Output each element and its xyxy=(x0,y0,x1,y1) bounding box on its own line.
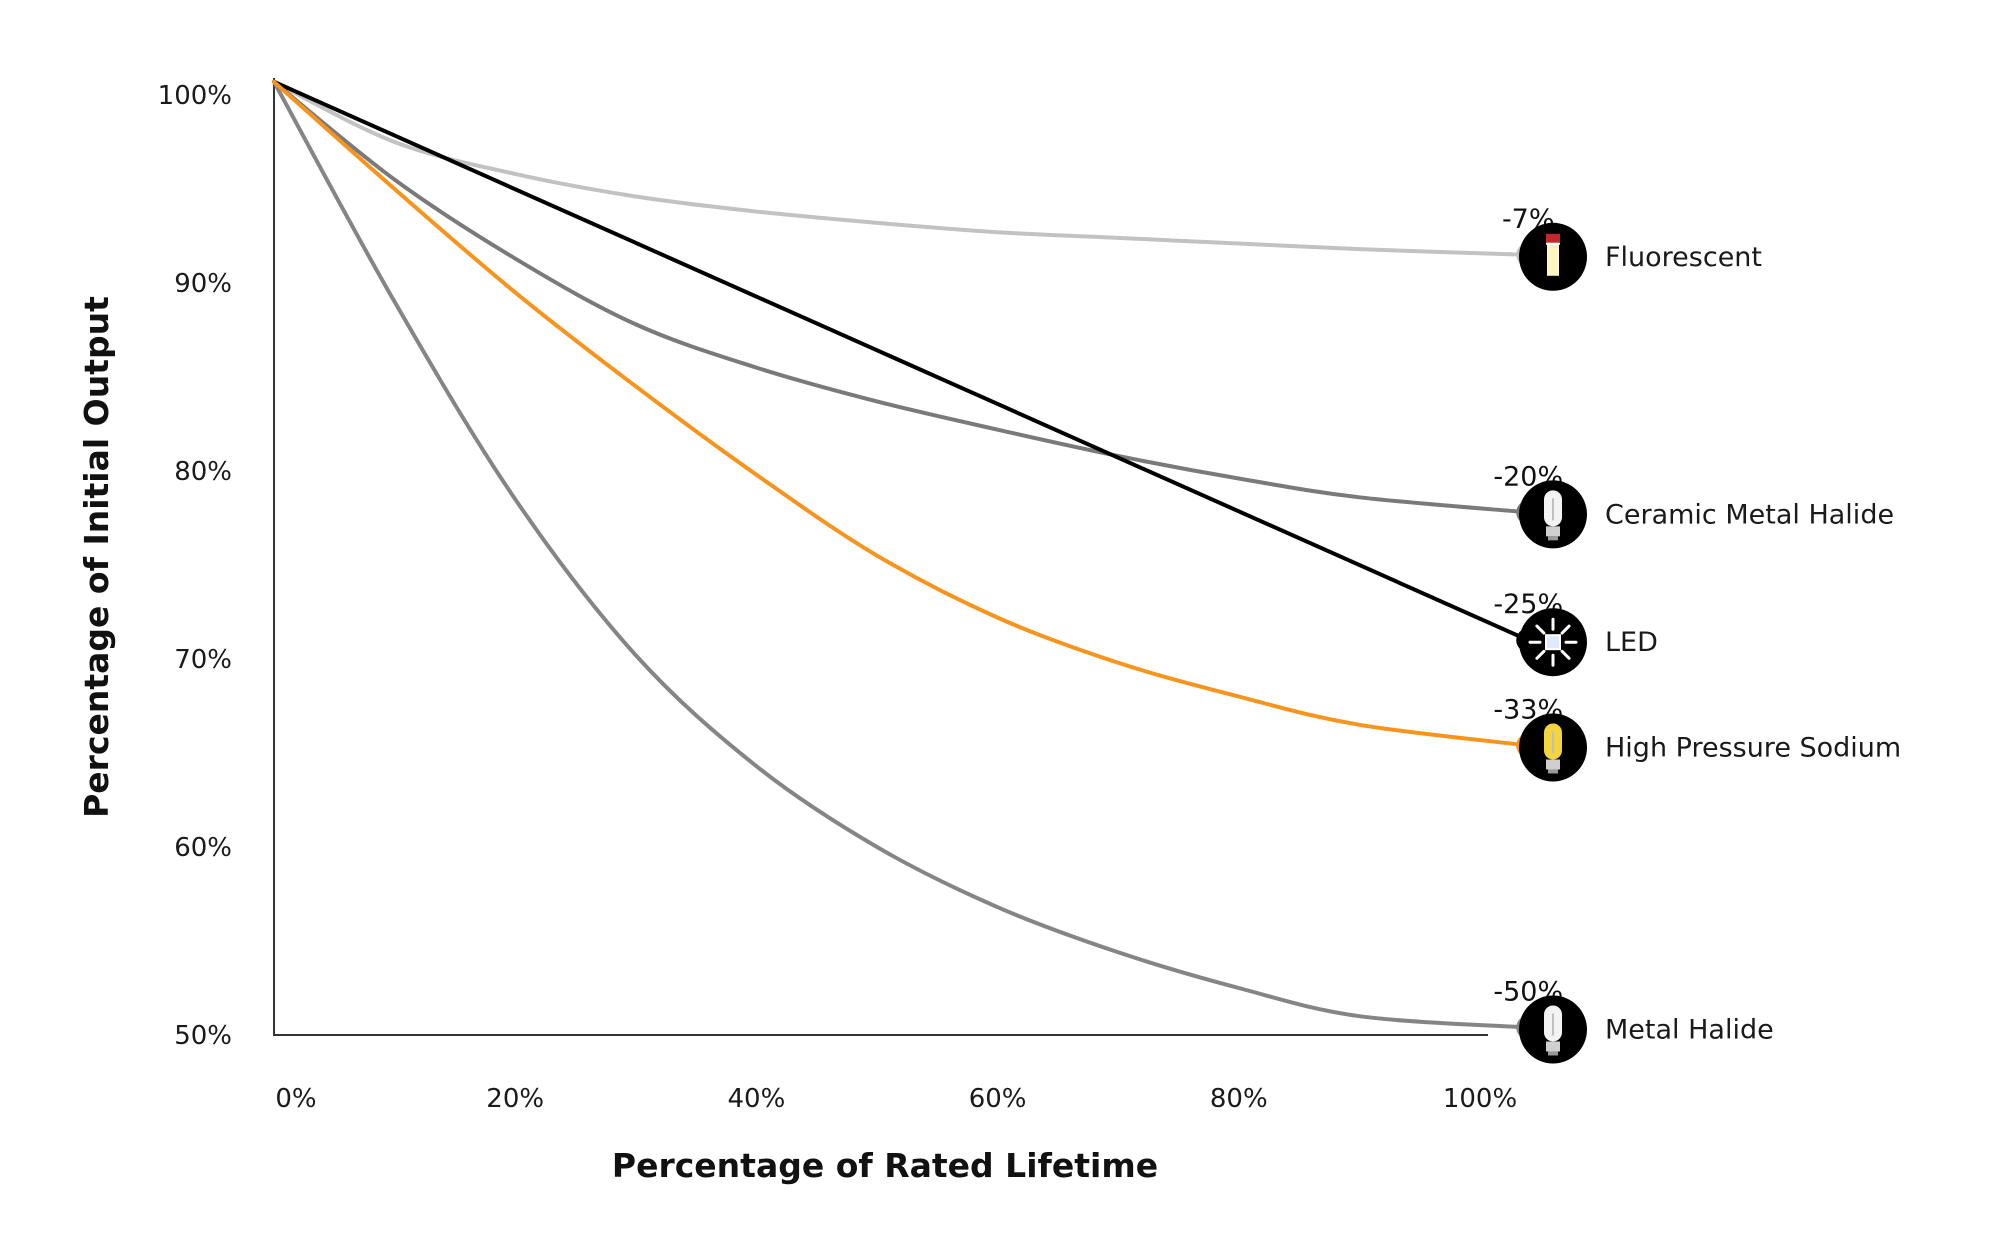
metal-halide-lamp-icon xyxy=(1519,995,1587,1064)
axes xyxy=(273,78,1488,1036)
x-tick-label: 20% xyxy=(486,1084,544,1114)
y-axis-title: Percentage of Initial Output xyxy=(77,296,116,818)
series-end-metal-halide: -50%Metal Halide xyxy=(1493,976,1774,1064)
series-lines xyxy=(272,79,1531,1030)
y-tick-label: 100% xyxy=(158,81,232,111)
series-label: Ceramic Metal Halide xyxy=(1605,499,1894,530)
series-label: Metal Halide xyxy=(1605,1014,1774,1045)
y-tick-labels: 100% 90% 80% 70% 60% 50% xyxy=(158,81,232,1051)
x-tick-label: 0% xyxy=(275,1084,316,1114)
series-end-led: -25%LED xyxy=(1493,589,1658,677)
fluorescent-lamp-icon xyxy=(1519,222,1587,291)
series-label: LED xyxy=(1605,627,1658,658)
ceramic-metal-halide-lamp-icon xyxy=(1519,480,1587,549)
led-lamp-icon xyxy=(1519,608,1587,677)
y-tick-label: 80% xyxy=(174,457,232,487)
series-label: High Pressure Sodium xyxy=(1605,732,1901,763)
y-tick-label: 50% xyxy=(174,1021,232,1051)
y-tick-label: 60% xyxy=(174,833,232,863)
series-label: Fluorescent xyxy=(1605,242,1762,273)
x-tick-label: 60% xyxy=(969,1084,1027,1114)
y-tick-label: 90% xyxy=(174,269,232,299)
series-end-markers: -7%Fluorescent -20%Ceramic Metal Halide -2… xyxy=(1493,204,1901,1064)
series-line-high-pressure-sodium xyxy=(272,79,1531,748)
series-end-high-pressure-sodium: -33%High Pressure Sodium xyxy=(1493,694,1901,782)
series-end-ceramic-metal-halide: -20%Ceramic Metal Halide xyxy=(1493,461,1894,549)
series-line-fluorescent xyxy=(272,79,1531,257)
high-pressure-sodium-lamp-icon xyxy=(1519,713,1587,782)
series-end-fluorescent: -7%Fluorescent xyxy=(1502,204,1762,291)
series-line-metal-halide xyxy=(272,79,1531,1030)
y-tick-label: 70% xyxy=(174,645,232,675)
series-line-led xyxy=(272,79,1531,643)
x-tick-labels: 0% 20% 40% 60% 80% 100% xyxy=(275,1084,1517,1114)
x-tick-label: 40% xyxy=(728,1084,786,1114)
x-tick-label: 100% xyxy=(1443,1084,1517,1114)
series-line-ceramic-metal-halide xyxy=(272,79,1531,515)
x-axis-title: Percentage of Rated Lifetime xyxy=(612,1146,1158,1185)
x-tick-label: 80% xyxy=(1210,1084,1268,1114)
